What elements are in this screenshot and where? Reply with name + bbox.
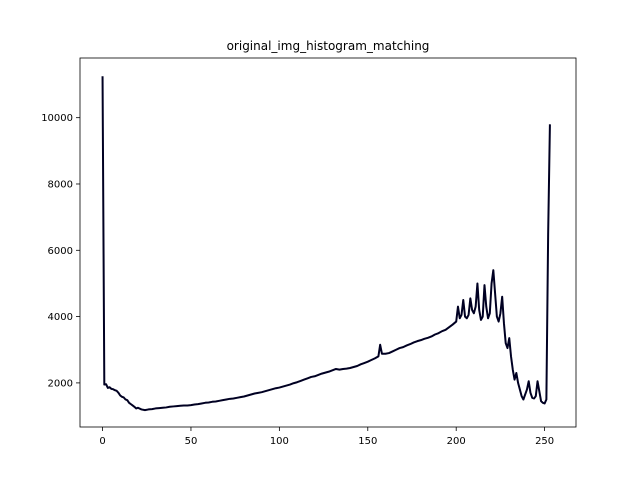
y-tick-label: 6000 <box>48 246 73 257</box>
x-tick-label: 0 <box>99 436 105 447</box>
x-tick-label: 100 <box>270 436 289 447</box>
y-tick-label: 2000 <box>48 378 73 389</box>
axes-frame <box>79 57 577 428</box>
series-line-0 <box>101 76 551 412</box>
x-axis: 0 50 100 150 200 250 <box>99 427 554 447</box>
x-tick-label: 200 <box>447 436 466 447</box>
plot-area <box>101 76 551 412</box>
x-tick-label: 150 <box>358 436 377 447</box>
y-tick-label: 10000 <box>41 113 73 124</box>
chart-title: original_img_histogram_matching <box>227 39 430 53</box>
y-axis: 2000 4000 6000 8000 10000 <box>41 113 80 389</box>
y-tick-label: 4000 <box>48 312 73 323</box>
x-tick-label: 50 <box>185 436 198 447</box>
x-tick-label: 250 <box>535 436 554 447</box>
y-tick-label: 8000 <box>48 179 73 190</box>
